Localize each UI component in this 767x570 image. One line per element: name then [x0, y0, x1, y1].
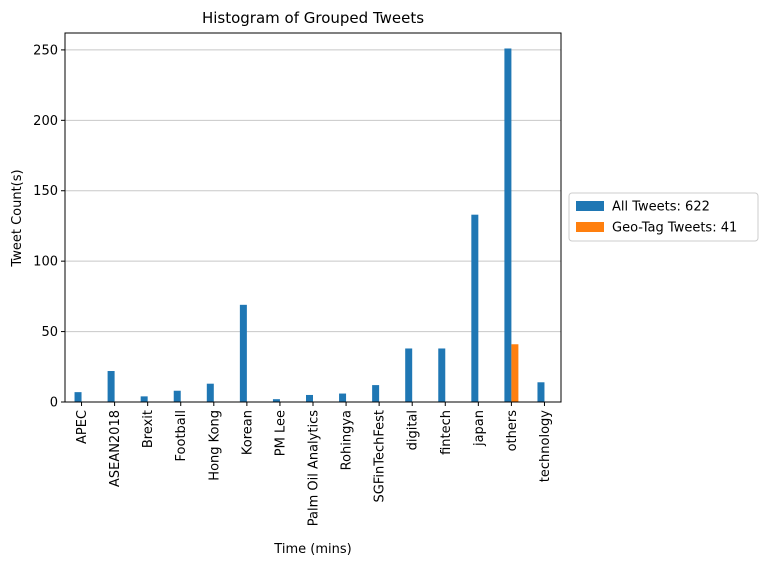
bar	[339, 393, 347, 402]
bar	[306, 394, 313, 402]
y-tick-label: 50	[41, 325, 58, 340]
bar	[206, 383, 214, 402]
x-tick-label: Korean	[240, 410, 255, 455]
x-tick-label: fintech	[439, 410, 454, 455]
bar	[173, 390, 181, 402]
y-tick-label: 0	[50, 396, 58, 411]
x-tick-label: japan	[472, 410, 487, 447]
x-tick-label: Brexit	[141, 410, 156, 448]
bar	[272, 399, 280, 402]
bar	[504, 48, 512, 402]
bar	[405, 348, 413, 402]
bar	[537, 382, 545, 402]
y-tick-label: 250	[33, 43, 58, 58]
bar	[140, 396, 148, 402]
bars	[74, 48, 545, 402]
bar	[471, 214, 479, 402]
x-tick-label: Football	[174, 410, 189, 461]
bar	[372, 385, 380, 402]
legend-swatch	[576, 222, 604, 232]
bar	[74, 392, 82, 402]
x-tick-label: technology	[538, 410, 553, 482]
bar	[511, 344, 519, 402]
bar	[438, 348, 446, 402]
y-tick-label: 100	[33, 255, 58, 270]
x-tick-label: Palm Oil Analytics	[307, 410, 322, 526]
bar	[239, 304, 247, 402]
chart-title: Histogram of Grouped Tweets	[202, 9, 424, 27]
x-tick-label: Hong Kong	[207, 410, 222, 481]
legend: All Tweets: 622 Geo-Tag Tweets: 41	[568, 192, 759, 242]
x-tick-label: Rohingya	[340, 410, 355, 470]
y-tick-label: 200	[33, 114, 58, 129]
y-axis-label: Tweet Count(s)	[10, 169, 25, 267]
x-tick-label: others	[505, 410, 520, 452]
legend-label: Geo-Tag Tweets: 41	[612, 221, 737, 236]
legend-label: All Tweets: 622	[612, 200, 710, 215]
x-axis-label: Time (mins)	[273, 542, 351, 557]
y-tick-label: 150	[33, 184, 58, 199]
axes: 0 50 100 150 200 250 APEC ASEAN2018 Brexit Footba…	[33, 43, 553, 526]
bar	[107, 371, 115, 402]
x-tick-label: SGFinTechFest	[373, 410, 388, 502]
x-tick-label: APEC	[75, 410, 90, 444]
x-tick-label: PM Lee	[273, 410, 288, 456]
x-tick-label: ASEAN2018	[108, 410, 123, 487]
x-tick-label: digital	[406, 410, 421, 450]
legend-box	[568, 192, 759, 242]
legend-swatch	[576, 201, 604, 211]
